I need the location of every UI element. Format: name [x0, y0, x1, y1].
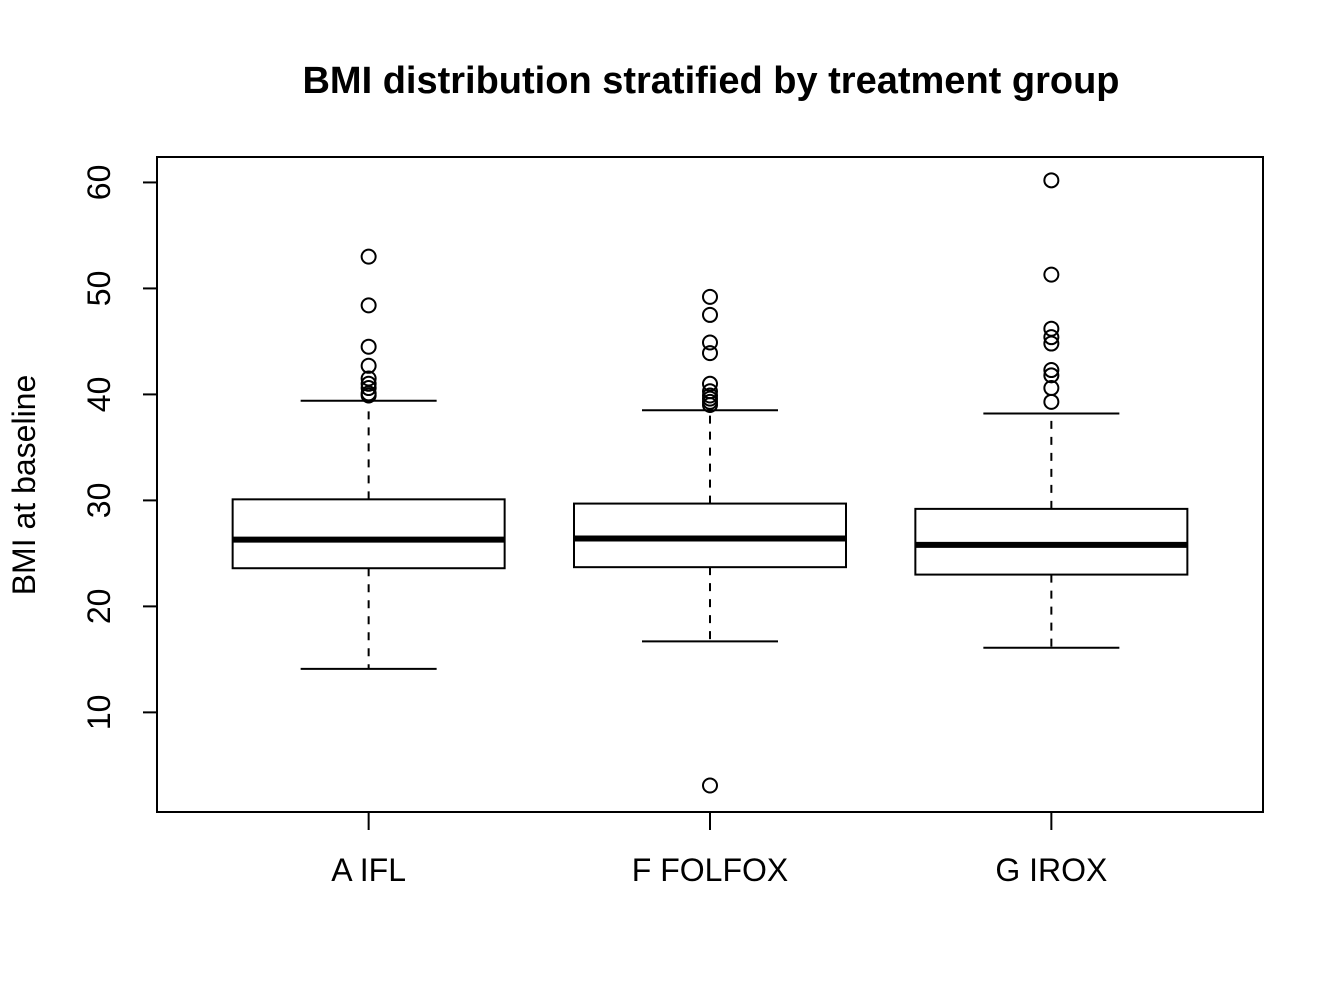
outlier-point [1043, 362, 1060, 379]
boxes-layer [231, 172, 1189, 794]
outlier-point [1043, 367, 1060, 384]
x-axis: A IFL F FOLFOX G IROX [331, 812, 1107, 888]
iqr-box [573, 502, 847, 569]
outlier-point [360, 357, 377, 374]
outlier-point [702, 288, 718, 305]
y-tick-label: 40 [81, 377, 117, 413]
outlier-point [702, 397, 718, 414]
y-tick-label: 60 [81, 165, 117, 201]
iqr-box [231, 498, 506, 570]
outlier-point [702, 345, 718, 362]
box-group [231, 248, 506, 670]
x-tick-label: G IROX [995, 852, 1107, 888]
outlier-point [360, 380, 377, 397]
outlier-point [702, 334, 718, 351]
outlier-point [360, 375, 377, 392]
outlier-point [1043, 266, 1060, 283]
box-group [914, 172, 1189, 649]
outlier-point [360, 387, 377, 404]
y-tick-label: 30 [81, 483, 117, 519]
y-tick-label: 20 [81, 589, 117, 625]
outlier-point [1043, 393, 1060, 410]
outlier-point [1043, 335, 1060, 352]
outlier-point [702, 777, 718, 794]
y-tick-label: 10 [81, 695, 117, 731]
box-group [573, 288, 847, 794]
outlier-point [702, 306, 718, 323]
y-axis: 10 20 30 40 50 60 [81, 165, 158, 731]
y-axis-label: BMI at baseline [6, 375, 42, 596]
chart-title: BMI distribution stratified by treatment… [302, 60, 1119, 102]
outlier-point [1043, 172, 1060, 189]
outlier-point [360, 297, 377, 314]
x-tick-label: A IFL [331, 852, 406, 888]
iqr-box [914, 507, 1189, 576]
x-tick-label: F FOLFOX [632, 852, 788, 888]
outlier-point [1043, 329, 1060, 346]
outlier-point [360, 338, 377, 355]
outlier-point [360, 248, 377, 265]
y-tick-label: 50 [81, 271, 117, 307]
